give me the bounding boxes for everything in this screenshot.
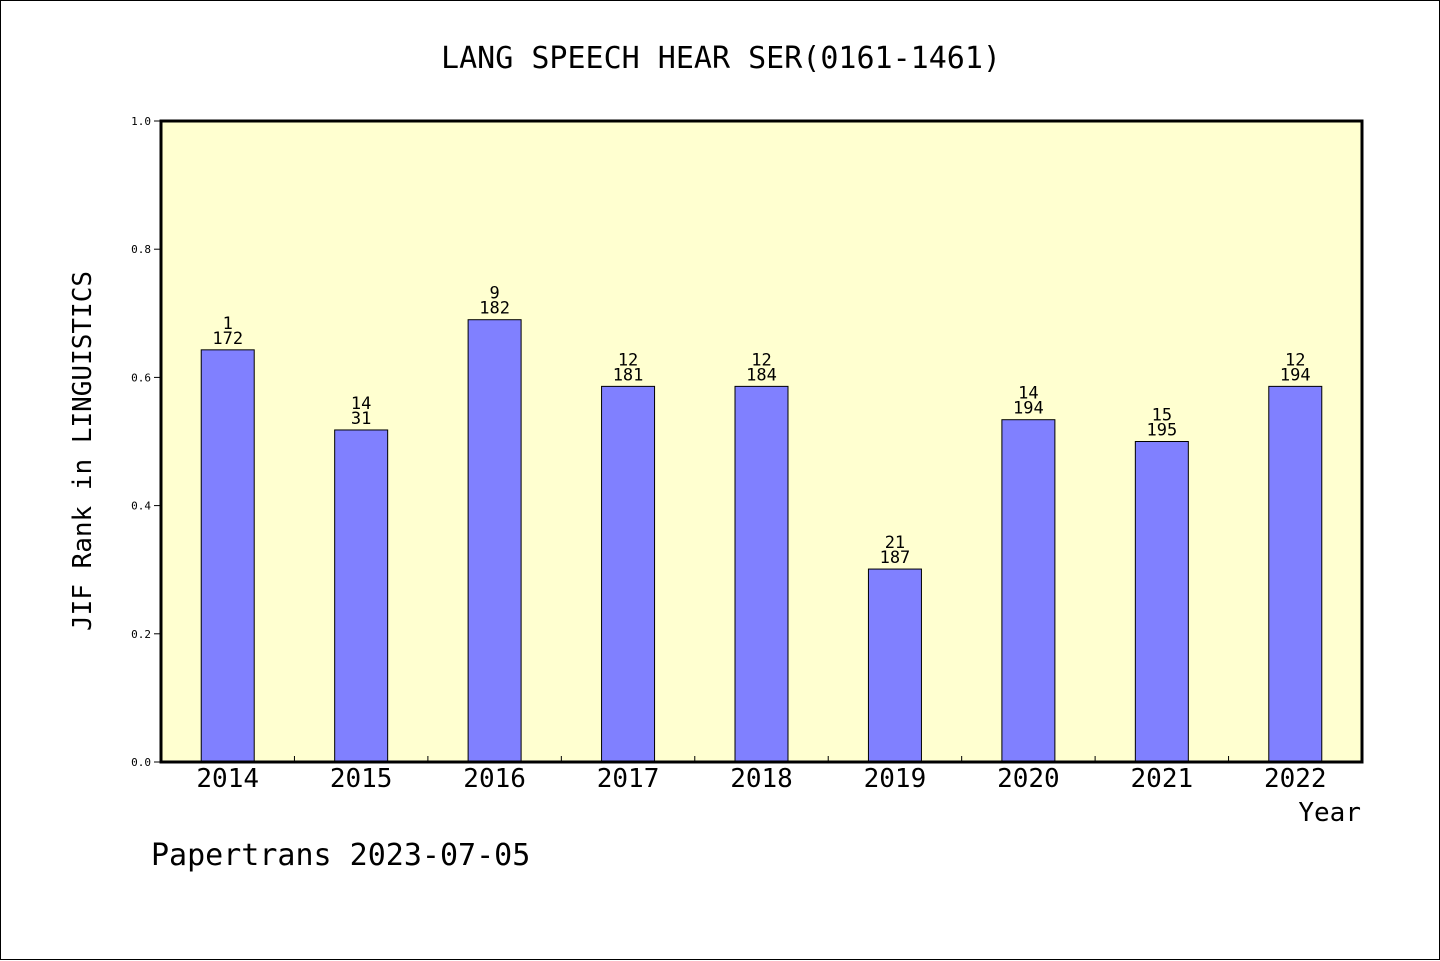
plot-border	[159, 119, 1364, 764]
bar-label-rank: 21	[885, 533, 905, 553]
bar-label-rank: 12	[618, 350, 638, 370]
bar	[601, 385, 656, 763]
bar-label-total: 184	[746, 365, 777, 385]
x-axis-label: Year	[1298, 798, 1361, 828]
bar	[200, 349, 255, 763]
x-tick-label: 2022	[1264, 764, 1327, 794]
bar-label-total: 181	[613, 365, 644, 385]
bar-label-total: 172	[212, 329, 243, 349]
bar	[334, 429, 389, 763]
y-tick-label: 0.8	[131, 243, 151, 256]
bar-label-rank: 14	[351, 394, 371, 414]
bar-label-rank: 12	[751, 350, 771, 370]
y-tick-label: 0.0	[131, 756, 151, 769]
chart-title: LANG SPEECH HEAR SER(0161-1461)	[441, 41, 1001, 76]
bar-label-rank: 12	[1285, 350, 1305, 370]
footer-text: Papertrans 2023-07-05	[151, 838, 530, 873]
bar	[1268, 385, 1323, 763]
bar	[1134, 441, 1189, 763]
bar-label-total: 187	[880, 548, 911, 568]
x-tick-label: 2014	[196, 764, 259, 794]
x-tick-label: 2018	[730, 764, 793, 794]
x-tick-label: 2016	[463, 764, 526, 794]
y-axis: 0.0 0.2 0.4 0.6 0.8 1.0	[131, 115, 161, 769]
bar-label-rank: 1	[223, 314, 233, 334]
bar	[1001, 419, 1056, 763]
bar-label-total: 182	[479, 299, 510, 319]
bar-label-total: 31	[351, 409, 371, 429]
bar-label-rank: 14	[1018, 384, 1038, 404]
bar-label-total: 194	[1013, 399, 1044, 419]
x-tick-label: 2021	[1131, 764, 1194, 794]
x-tick-label: 2015	[330, 764, 393, 794]
bar-label-total: 195	[1146, 421, 1177, 441]
x-tick-label: 2019	[864, 764, 927, 794]
x-tick-label: 2020	[997, 764, 1060, 794]
bar-label-rank: 9	[489, 284, 499, 304]
bar	[734, 385, 789, 763]
y-tick-label: 0.6	[131, 371, 151, 384]
x-tick-label: 2017	[597, 764, 660, 794]
bar	[467, 319, 522, 763]
bar	[867, 568, 922, 763]
y-tick-label: 0.4	[131, 500, 151, 513]
bar-label-rank: 15	[1152, 406, 1172, 426]
y-tick-label: 1.0	[131, 115, 151, 128]
y-tick-label: 0.2	[131, 628, 151, 641]
x-axis: 2014 2015 2016 2017 2018 2019 2020 2021 2022	[196, 756, 1327, 794]
bar-label-total: 194	[1280, 365, 1311, 385]
y-axis-label: JIF Rank in LINGUISTICS	[68, 271, 98, 631]
